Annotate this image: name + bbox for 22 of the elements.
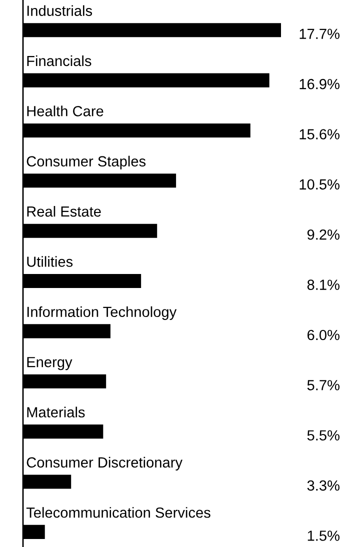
y-tick-label: Utilities [27,256,73,267]
y-tick-label: Consumer Staples [26,156,146,170]
data-label: 9.2% [307,229,340,240]
data-label: 3.3% [307,480,340,491]
y-tick-label: Financials [27,55,92,66]
y-tick-label: Telecommunication Services [26,507,210,518]
data-label: 15.6% [300,129,340,140]
data-label: 5.7% [307,380,340,390]
data-label: 10.5% [300,179,340,190]
y-tick-label: Health Care [27,106,104,116]
y-tick-label: Industrials [27,5,92,16]
data-label: 1.5% [308,530,340,541]
data-label: 6.0% [308,330,340,340]
data-label: 8.1% [307,280,340,290]
data-label: 17.7% [300,28,340,39]
y-tick-label: Energy [27,357,72,370]
y-tick-label: Consumer Discretionary [26,456,182,470]
y-tick-label: Materials [27,406,85,418]
y-tick-label: Information Technology [27,306,177,320]
data-label: 16.9% [300,78,340,90]
y-tick-label: Real Estate [27,206,101,217]
data-label: 5.5% [307,430,340,441]
